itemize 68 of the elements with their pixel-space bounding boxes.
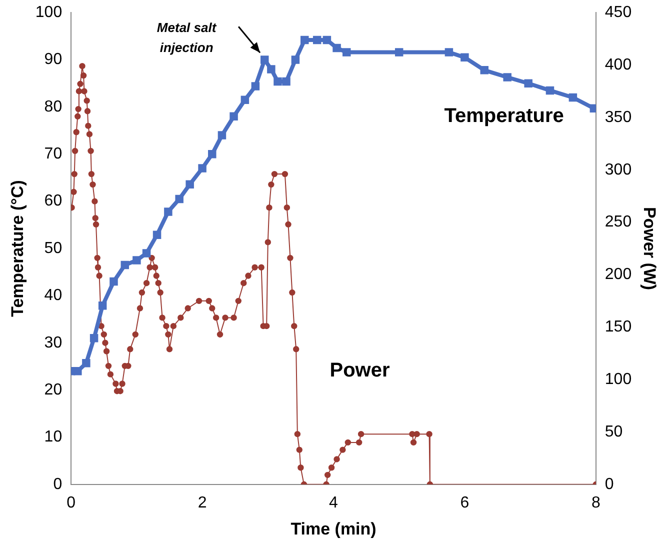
- x-tick-label: 0: [66, 494, 76, 512]
- y2-tick-label: 350: [604, 108, 632, 126]
- point: [251, 82, 260, 90]
- x-tick-label: 8: [591, 494, 600, 512]
- y2-tick-label: 100: [604, 370, 632, 388]
- y-tick-label: 20: [44, 381, 62, 398]
- point: [218, 131, 226, 140]
- y2-tick-label: 300: [604, 161, 632, 178]
- y-tick-label: 40: [44, 287, 62, 304]
- y2-tick-label: 400: [604, 56, 632, 74]
- point: [312, 36, 322, 44]
- x-tick-label: 2: [198, 494, 207, 512]
- y-tick-label: 100: [35, 4, 62, 22]
- point: [186, 180, 194, 188]
- point: [82, 359, 90, 368]
- point: [282, 77, 290, 86]
- point: [240, 96, 250, 104]
- point: [568, 93, 578, 102]
- point: [460, 53, 469, 62]
- y-tick-label: 30: [44, 334, 62, 352]
- y-tick-label: 50: [44, 240, 62, 257]
- point: [132, 256, 141, 264]
- point: [322, 36, 332, 44]
- point: [164, 208, 172, 216]
- point: [142, 249, 151, 258]
- point: [480, 66, 489, 74]
- annotation: Metal salt injection: [156, 20, 217, 56]
- point: [208, 150, 216, 158]
- x-tick-label: 4: [329, 494, 338, 512]
- point: [98, 301, 107, 310]
- y2-tick-label: 150: [604, 318, 632, 336]
- y2-tick-label: 450: [604, 4, 632, 22]
- point: [90, 334, 98, 342]
- x-axis-title: Time (min): [290, 519, 376, 538]
- y-tick-label: 90: [44, 51, 62, 68]
- y-axis-title: Temperature (°C): [8, 180, 27, 317]
- point: [332, 44, 341, 52]
- point: [152, 230, 162, 239]
- point: [120, 260, 130, 270]
- point: [524, 79, 532, 88]
- series-label: Power: [330, 360, 390, 382]
- point: [444, 48, 454, 56]
- y2-axis-title: Power (W): [640, 206, 660, 290]
- point: [198, 164, 206, 172]
- point: [274, 77, 282, 86]
- point: [110, 277, 118, 286]
- y-tick-label: 60: [44, 192, 62, 210]
- point: [546, 86, 554, 95]
- point: [394, 48, 404, 56]
- point: [503, 73, 512, 82]
- point: [230, 112, 238, 121]
- point: [300, 36, 309, 44]
- y2-tick-label: 50: [604, 423, 623, 440]
- point: [291, 56, 300, 64]
- x-tick-label: 6: [460, 494, 470, 512]
- point: [175, 194, 184, 204]
- y2-tick-label: 0: [604, 476, 614, 493]
- point: [260, 56, 269, 64]
- point: [267, 65, 276, 74]
- series-label: Temperature: [444, 104, 564, 127]
- y-tick-label: 0: [53, 476, 62, 493]
- y-tick-label: 10: [44, 428, 62, 446]
- y-tick-label: 80: [44, 98, 62, 116]
- y2-tick-label: 200: [604, 266, 632, 284]
- point: [342, 48, 351, 56]
- y-tick-label: 70: [44, 146, 62, 163]
- y2-tick-label: 250: [604, 214, 632, 231]
- point: [74, 367, 82, 376]
